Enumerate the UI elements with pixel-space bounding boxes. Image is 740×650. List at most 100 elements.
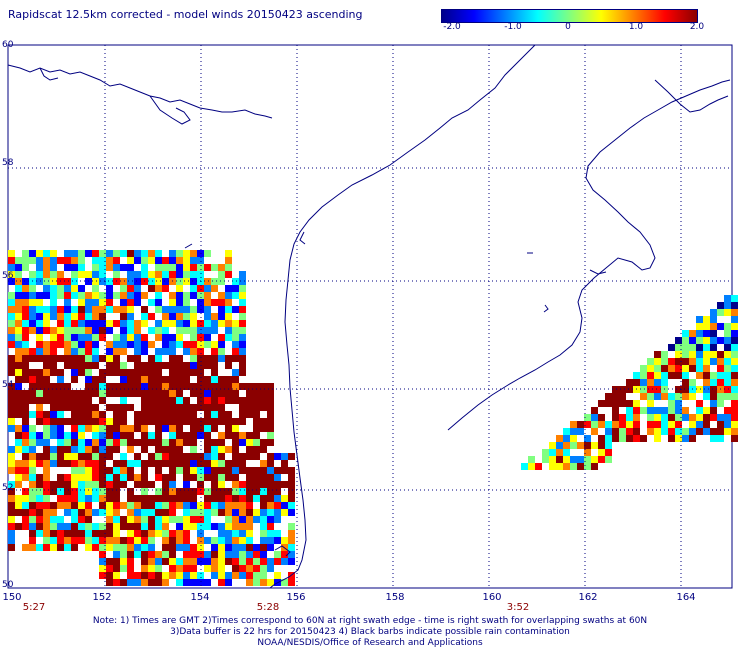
wind-cell	[232, 530, 239, 537]
wind-cell	[619, 414, 626, 421]
wind-cell	[92, 250, 99, 257]
wind-cell	[267, 453, 274, 460]
wind-cell	[99, 558, 106, 565]
kamchatka-east-coast	[447, 79, 731, 431]
wind-cell	[218, 530, 225, 537]
wind-cell	[190, 355, 197, 362]
wind-cell	[176, 397, 183, 404]
wind-cell	[647, 365, 654, 372]
wind-cell	[232, 397, 239, 404]
wind-cell	[36, 383, 43, 390]
wind-cell	[211, 446, 218, 453]
wind-cell	[36, 313, 43, 320]
wind-cell	[22, 334, 29, 341]
wind-cell	[162, 320, 169, 327]
wind-cell	[155, 397, 162, 404]
wind-cell	[36, 320, 43, 327]
wind-cell	[710, 400, 717, 407]
wind-cell	[682, 372, 689, 379]
wind-cell	[29, 292, 36, 299]
wind-cell	[141, 432, 148, 439]
wind-cell	[99, 397, 106, 404]
wind-cell	[169, 474, 176, 481]
wind-cell	[113, 558, 120, 565]
wind-cell	[246, 523, 253, 530]
wind-cell	[183, 292, 190, 299]
wind-cell	[176, 285, 183, 292]
wind-cell	[176, 502, 183, 509]
wind-cell	[134, 453, 141, 460]
wind-cell	[211, 467, 218, 474]
wind-cell	[36, 495, 43, 502]
wind-cell	[190, 502, 197, 509]
wind-cell	[8, 397, 15, 404]
wind-cell	[211, 327, 218, 334]
wind-cell	[260, 481, 267, 488]
wind-cell	[696, 351, 703, 358]
wind-cell	[29, 299, 36, 306]
wind-cell	[43, 439, 50, 446]
wind-cell	[183, 432, 190, 439]
wind-cell	[64, 418, 71, 425]
wind-cell	[99, 390, 106, 397]
wind-cell	[549, 463, 556, 470]
wind-cell	[731, 351, 738, 358]
wind-cell	[162, 313, 169, 320]
wind-cell	[71, 355, 78, 362]
wind-cell	[162, 306, 169, 313]
wind-cell	[731, 337, 738, 344]
wind-cell	[717, 435, 724, 442]
wind-cell	[696, 414, 703, 421]
wind-cell	[92, 509, 99, 516]
wind-cell	[260, 390, 267, 397]
wind-cell	[281, 453, 288, 460]
wind-cell	[57, 439, 64, 446]
wind-cell	[225, 250, 232, 257]
wind-cell	[218, 299, 225, 306]
wind-cell	[225, 271, 232, 278]
wind-cell	[183, 467, 190, 474]
wind-cell	[57, 446, 64, 453]
wind-cell	[584, 463, 591, 470]
wind-cell	[106, 467, 113, 474]
wind-cell	[148, 341, 155, 348]
wind-cell	[71, 278, 78, 285]
wind-cell	[155, 327, 162, 334]
wind-cell	[211, 558, 218, 565]
wind-cell	[127, 467, 134, 474]
wind-cell	[190, 334, 197, 341]
wind-cell	[281, 558, 288, 565]
wind-cell	[134, 285, 141, 292]
wind-cell	[162, 341, 169, 348]
wind-cell	[155, 362, 162, 369]
wind-cell	[120, 453, 127, 460]
wind-cell	[64, 432, 71, 439]
wind-cell	[225, 383, 232, 390]
wind-cell	[675, 421, 682, 428]
wind-cell	[134, 348, 141, 355]
wind-cell	[724, 393, 731, 400]
wind-cell	[141, 530, 148, 537]
wind-cell	[197, 488, 204, 495]
wind-cell	[288, 579, 295, 586]
wind-cell	[253, 565, 260, 572]
wind-cell	[204, 551, 211, 558]
wind-cell	[120, 369, 127, 376]
wind-cell	[211, 453, 218, 460]
wind-cell	[148, 390, 155, 397]
wind-cell	[155, 292, 162, 299]
wind-cell	[626, 414, 633, 421]
wind-cell	[99, 460, 106, 467]
wind-cell	[92, 299, 99, 306]
wind-cell	[211, 404, 218, 411]
wind-cell	[141, 537, 148, 544]
wind-cell	[724, 330, 731, 337]
wind-cell	[85, 411, 92, 418]
wind-cell	[225, 313, 232, 320]
wind-cell	[204, 313, 211, 320]
wind-cell	[127, 285, 134, 292]
wind-cell	[197, 572, 204, 579]
wind-cell	[15, 348, 22, 355]
wind-cell	[218, 579, 225, 586]
wind-cell	[8, 523, 15, 530]
